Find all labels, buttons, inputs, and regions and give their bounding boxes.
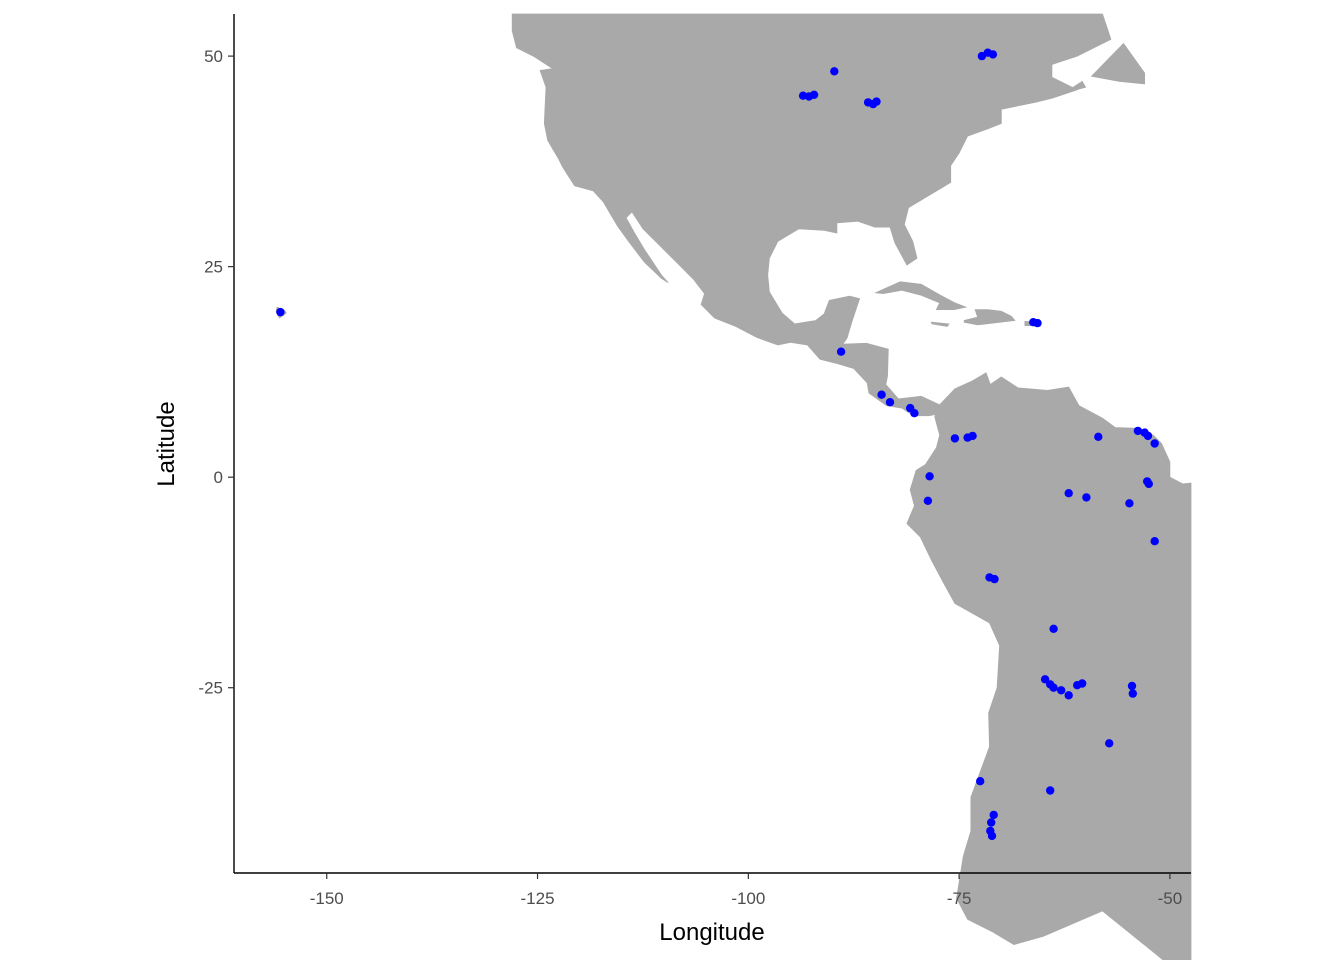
y-tick-label: -25: [198, 679, 223, 698]
data-point: [1143, 477, 1152, 486]
data-point: [1064, 489, 1073, 498]
data-point: [1128, 689, 1138, 698]
data-point: [1057, 686, 1066, 695]
land-cuba: [874, 281, 968, 311]
data-point: [1143, 431, 1153, 441]
data-point: [1033, 318, 1042, 328]
data-point: [1040, 675, 1050, 684]
data-point: [877, 390, 886, 399]
data-point: [1150, 537, 1159, 546]
data-point: [976, 777, 985, 786]
y-tick-label: 25: [204, 258, 223, 277]
data-point: [923, 496, 933, 505]
y-tick-label: 50: [204, 47, 223, 66]
data-point: [1105, 739, 1114, 748]
land-jamaica: [930, 321, 950, 327]
axes: -150 -125 -100 -75 -50 50 25 0 -25: [198, 14, 1191, 908]
x-tick-label: -100: [731, 889, 765, 908]
data-point: [872, 97, 881, 106]
data-point: [836, 347, 846, 356]
data-point: [1046, 786, 1055, 795]
data-point: [1049, 624, 1058, 633]
y-ticks: 50 25 0 -25: [198, 47, 234, 698]
land-hispaniola: [963, 309, 1016, 326]
data-point: [989, 810, 998, 820]
data-point: [968, 431, 977, 441]
data-point: [276, 307, 285, 317]
y-tick-label: 0: [214, 468, 223, 487]
data-point: [1082, 493, 1091, 502]
x-axis-title: Longitude: [659, 919, 764, 946]
x-tick-label: -50: [1158, 889, 1183, 908]
data-point: [1064, 691, 1073, 700]
land-newfoundland: [1090, 42, 1145, 85]
data-point: [1049, 683, 1058, 692]
data-point: [1078, 679, 1087, 688]
data-point: [885, 398, 895, 407]
data-point: [950, 434, 960, 443]
land-capeBreton: [1072, 80, 1087, 92]
data-point: [925, 472, 934, 481]
data-point: [987, 831, 997, 841]
y-axis-title: Latitude: [153, 401, 180, 486]
data-point: [988, 50, 998, 59]
data-point: [910, 409, 919, 418]
data-point: [1125, 499, 1134, 508]
data-point: [1133, 426, 1143, 436]
x-tick-label: -125: [521, 889, 555, 908]
data-point: [990, 574, 999, 584]
x-tick-label: -150: [310, 889, 344, 908]
land-group: [275, 13, 1192, 960]
data-point: [1094, 432, 1103, 441]
land-northAmerica: [511, 13, 1112, 417]
data-point: [987, 818, 996, 827]
land-southAmerica: [906, 372, 1192, 960]
data-point: [809, 90, 819, 100]
points-layer: [276, 48, 1159, 841]
data-point: [1150, 439, 1159, 448]
x-tick-label: -75: [947, 889, 972, 908]
map-layer: [275, 13, 1192, 960]
data-point: [830, 67, 839, 76]
x-ticks: -150 -125 -100 -75 -50: [310, 873, 1182, 908]
data-point: [1127, 681, 1137, 691]
